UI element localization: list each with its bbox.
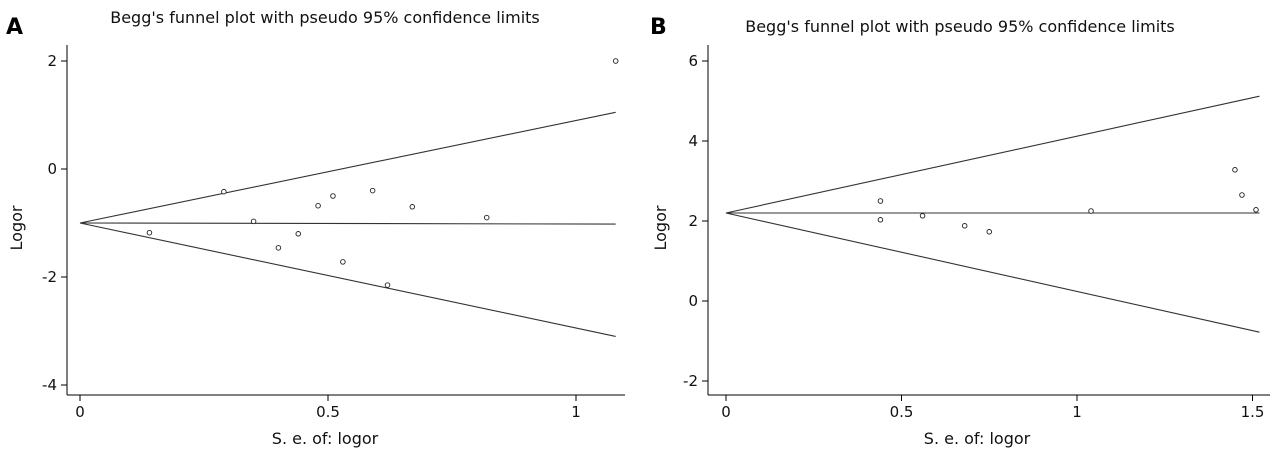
y-axis-label-a: Logor	[7, 205, 26, 250]
study-point-b	[961, 223, 968, 229]
y-tick-label-b: 2	[688, 212, 698, 230]
panel-letter-b: B	[650, 15, 667, 40]
x-tick-label-b: 0.5	[890, 403, 914, 421]
y-axis-label-b: Logor	[651, 205, 670, 250]
x-tick-label-b: 1.5	[1241, 403, 1265, 421]
y-tick-label-a: 2	[47, 52, 57, 70]
y-tick-label-b: -2	[683, 372, 698, 390]
study-point-a	[275, 245, 282, 251]
y-tick-label-b: 4	[688, 132, 698, 150]
study-point-a	[409, 204, 416, 210]
study-point-a	[612, 58, 619, 64]
study-point-b	[986, 229, 993, 235]
y-tick-label-a: -2	[42, 268, 57, 286]
study-point-a	[315, 202, 321, 209]
study-point-a	[330, 193, 336, 199]
study-point-b	[1088, 208, 1094, 214]
x-axis-label-b: S. e. of: logor	[924, 429, 1031, 448]
study-point-b	[1253, 207, 1259, 213]
x-tick-label-a: 0.5	[316, 403, 340, 421]
panel-a: A Begg's funnel plot with pseudo 95% con…	[6, 8, 625, 448]
study-point-a	[295, 231, 301, 237]
pooled-estimate-line-a	[79, 222, 616, 225]
chart-title-b: Begg's funnel plot with pseudo 95% confi…	[745, 17, 1175, 36]
lower-confidence-limit-a	[79, 222, 616, 337]
lower-confidence-limit-b	[725, 212, 1260, 333]
study-point-b	[919, 213, 926, 219]
study-point-a	[369, 187, 376, 194]
funnel-plot-a: A Begg's funnel plot with pseudo 95% con…	[6, 8, 625, 448]
panel-letter-a: A	[6, 15, 23, 40]
panel-b: B Begg's funnel plot with pseudo 95% con…	[642, 0, 1284, 450]
plot-area-b: 0 0.5 1 1.5 -2 0 2 4 6	[683, 45, 1270, 421]
study-point-a	[221, 188, 227, 195]
x-axis-label-a: S. e. of: logor	[272, 429, 379, 448]
plot-area-a: 0 0.5 1 -4 -2 0 2	[42, 45, 625, 421]
x-tick-label-a: 1	[571, 403, 581, 421]
study-point-b	[1239, 192, 1245, 198]
y-tick-label-a: -4	[42, 376, 57, 394]
funnel-plot-b: B Begg's funnel plot with pseudo 95% con…	[650, 15, 1270, 448]
study-point-b	[1232, 167, 1238, 173]
study-point-a	[384, 282, 391, 288]
study-point-a	[250, 218, 257, 225]
x-tick-label-b: 0	[721, 403, 731, 421]
study-point-a	[483, 214, 490, 221]
upper-confidence-limit-b	[725, 95, 1260, 214]
upper-confidence-limit-a	[79, 111, 616, 224]
study-point-a	[340, 259, 346, 265]
x-tick-label-a: 0	[75, 403, 85, 421]
y-tick-label-b: 0	[688, 292, 698, 310]
study-point-a	[146, 229, 153, 236]
study-point-b	[877, 198, 884, 204]
study-point-b	[877, 217, 884, 223]
chart-title-a: Begg's funnel plot with pseudo 95% confi…	[110, 8, 540, 27]
x-tick-label-b: 1	[1072, 403, 1082, 421]
y-tick-label-b: 6	[688, 52, 698, 70]
y-tick-label-a: 0	[47, 160, 57, 178]
